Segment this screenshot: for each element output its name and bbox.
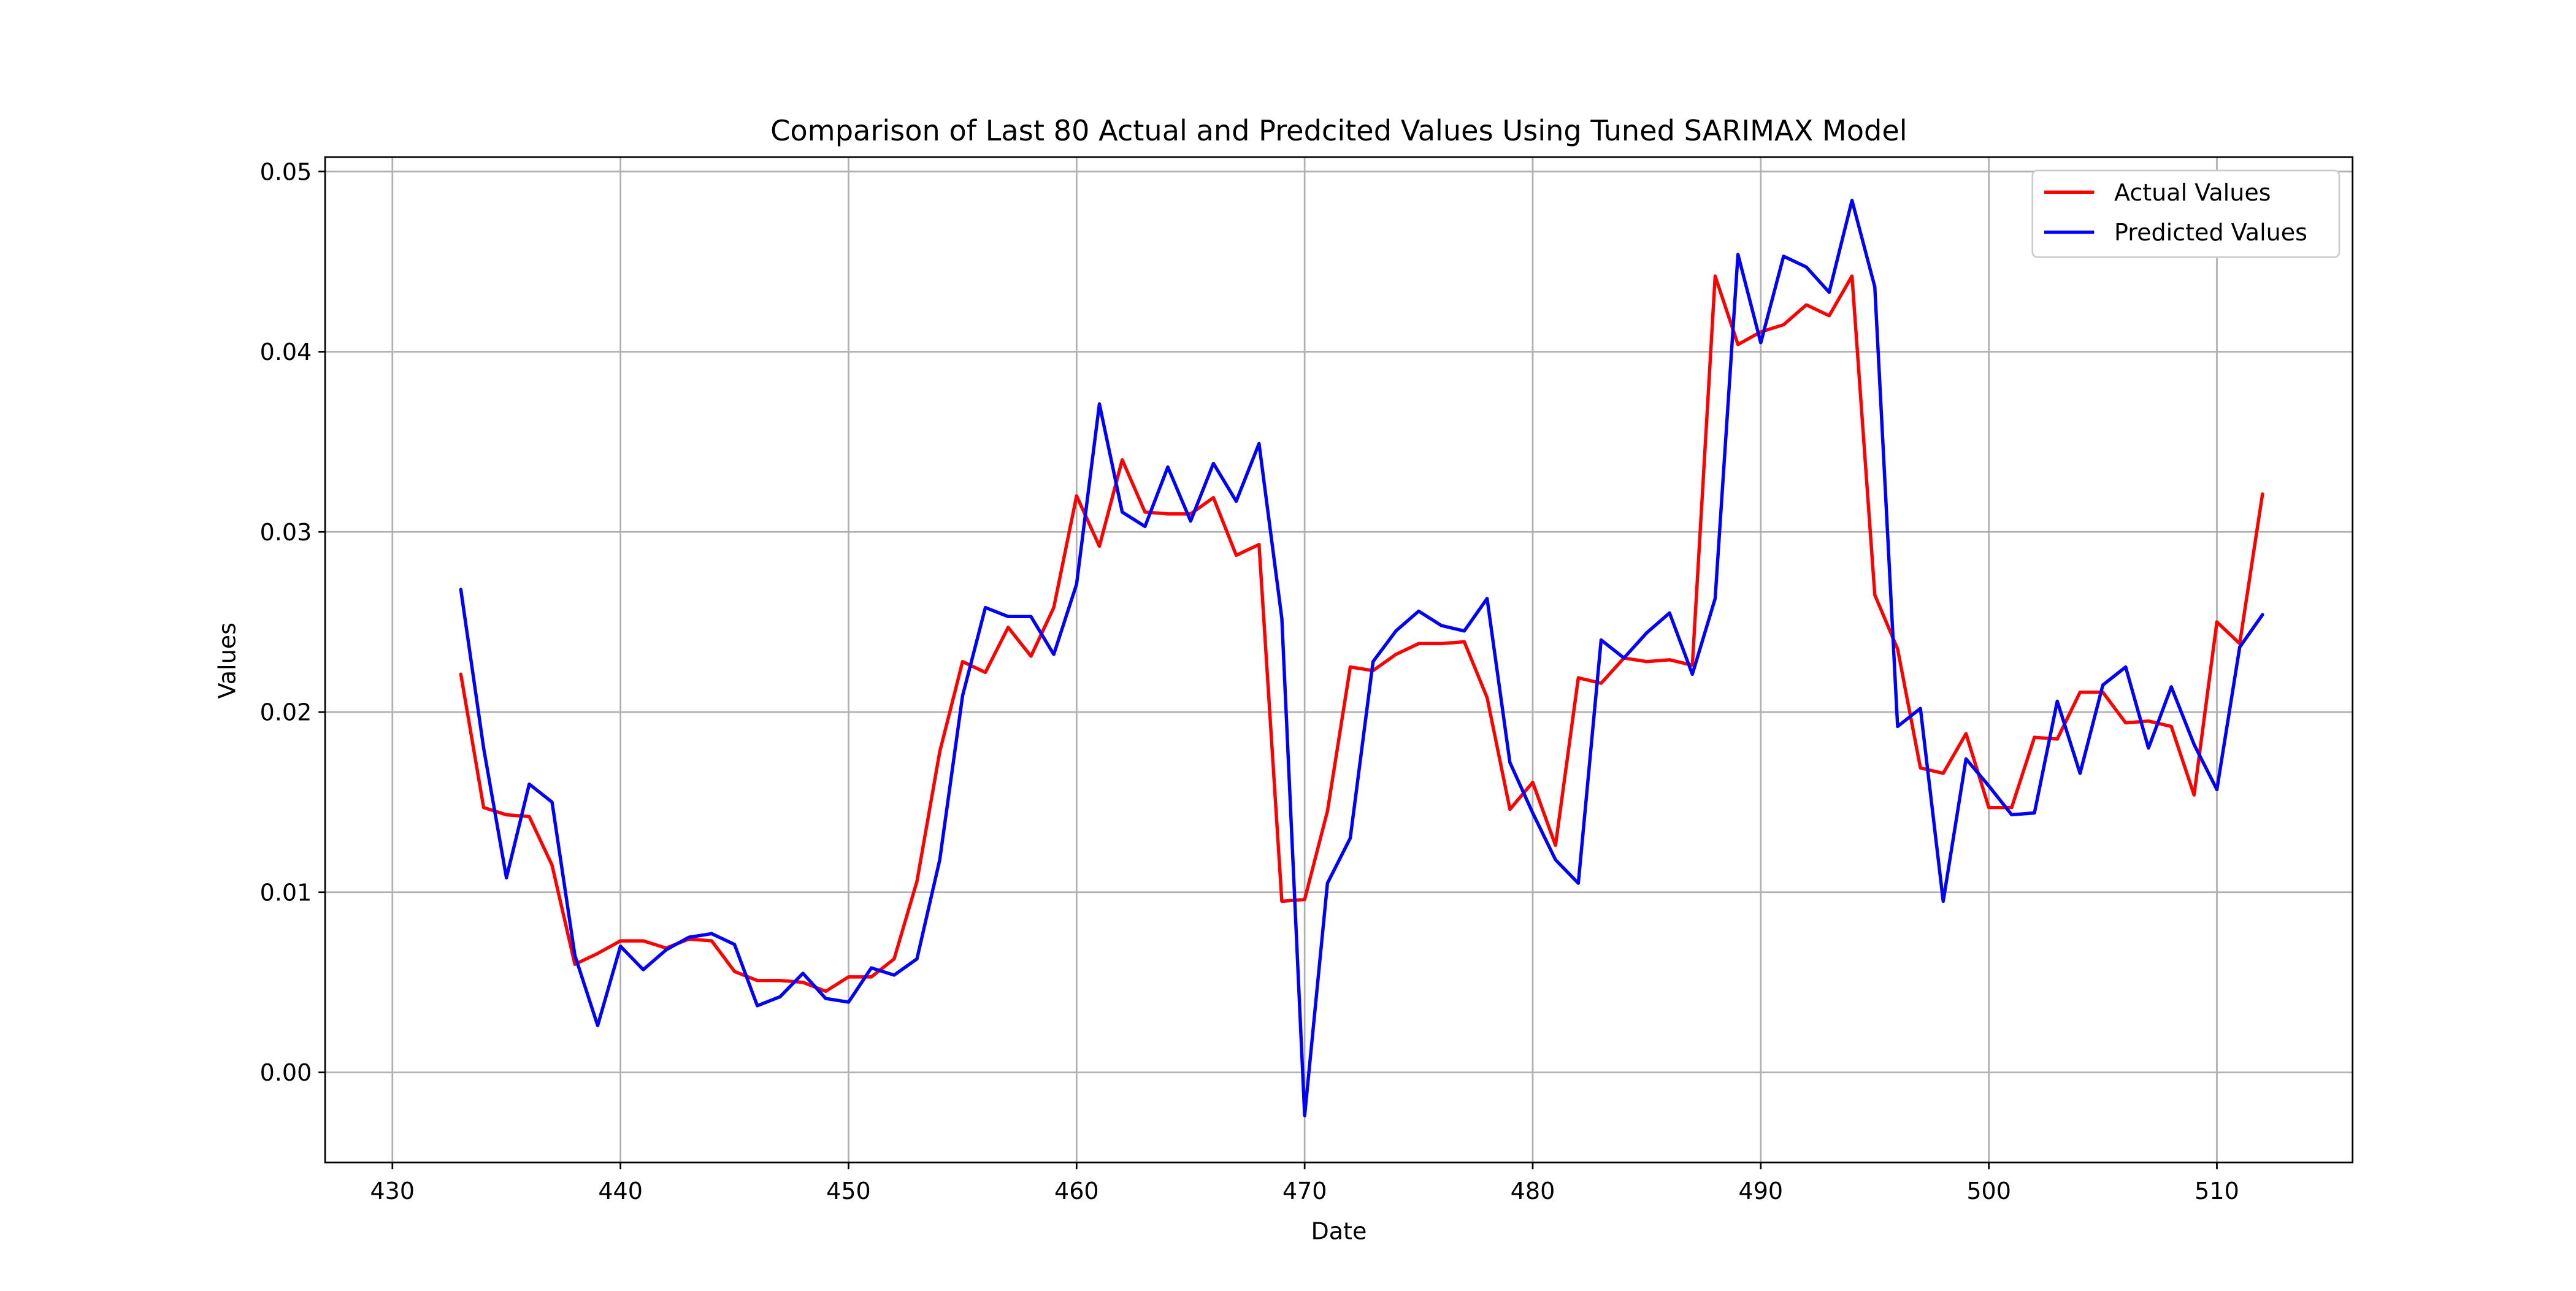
legend-label-actual: Actual Values xyxy=(2114,179,2271,206)
series-line-predicted xyxy=(459,199,2264,1117)
y-tick-label: 0.03 xyxy=(260,519,312,546)
x-axis-label: Date xyxy=(1311,1217,1367,1244)
legend-label-predicted: Predicted Values xyxy=(2114,219,2307,246)
chart-title: Comparison of Last 80 Actual and Predcit… xyxy=(770,114,1907,147)
series-line-actual xyxy=(459,274,2264,994)
x-tick-label: 470 xyxy=(1282,1178,1327,1205)
plot-frame xyxy=(324,156,2354,1163)
series-layer xyxy=(459,199,2264,1117)
y-tick-label: 0.00 xyxy=(260,1059,312,1086)
legend-box xyxy=(2031,169,2340,258)
y-tick-label: 0.04 xyxy=(260,339,312,366)
x-tick-label: 480 xyxy=(1511,1178,1555,1205)
y-tick-label: 0.05 xyxy=(260,158,312,185)
x-tick-label: 500 xyxy=(1966,1178,2011,1205)
x-tick-label: 440 xyxy=(598,1178,643,1205)
y-tick-label: 0.01 xyxy=(260,879,312,906)
tick-layer: 430 440 450 460 470 480 490 500 510 0.00 0.01 0.02 0… xyxy=(260,158,2239,1205)
x-tick-label: 510 xyxy=(2195,1178,2239,1205)
x-tick-label: 490 xyxy=(1738,1178,1783,1205)
legend: Actual Values Predicted Values xyxy=(2031,169,2340,258)
x-tick-label: 450 xyxy=(826,1178,871,1205)
grid-layer xyxy=(325,157,2353,1163)
x-tick-label: 430 xyxy=(370,1178,415,1205)
x-tick-label: 460 xyxy=(1054,1178,1099,1205)
y-tick-label: 0.02 xyxy=(260,699,312,726)
y-axis-label: Values xyxy=(213,623,240,699)
